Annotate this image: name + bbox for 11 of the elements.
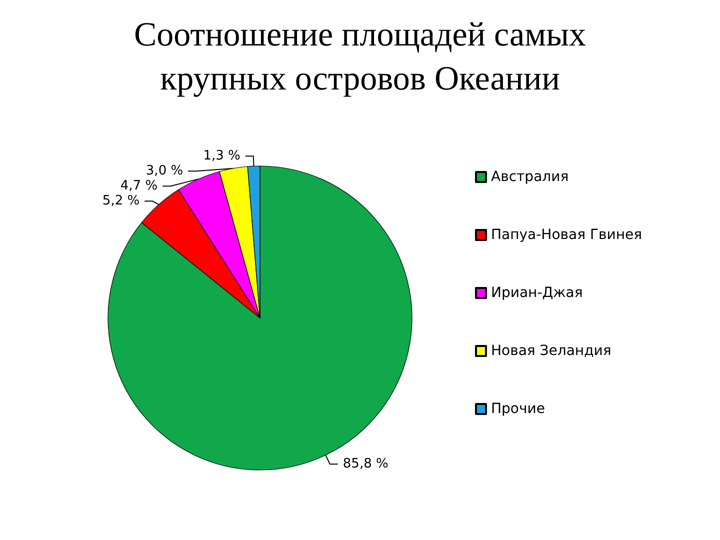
legend-label: Ириан-Джая [491,285,583,301]
data-label: 4,7 % [120,178,158,194]
data-label: 85,8 % [342,456,388,472]
legend-label: Папуа-Новая Гвинея [491,227,642,243]
legend-label: Новая Зеландия [491,343,612,359]
chart-title: Соотношение площадей самых крупных островов Океании [134,16,586,98]
legend-label: Австралия [491,169,569,185]
data-label: 3,0 % [146,164,184,179]
data-label: 5,2 % [102,194,140,209]
data-label: 1,3 % [203,148,240,164]
legend-label: Прочие [491,401,545,417]
